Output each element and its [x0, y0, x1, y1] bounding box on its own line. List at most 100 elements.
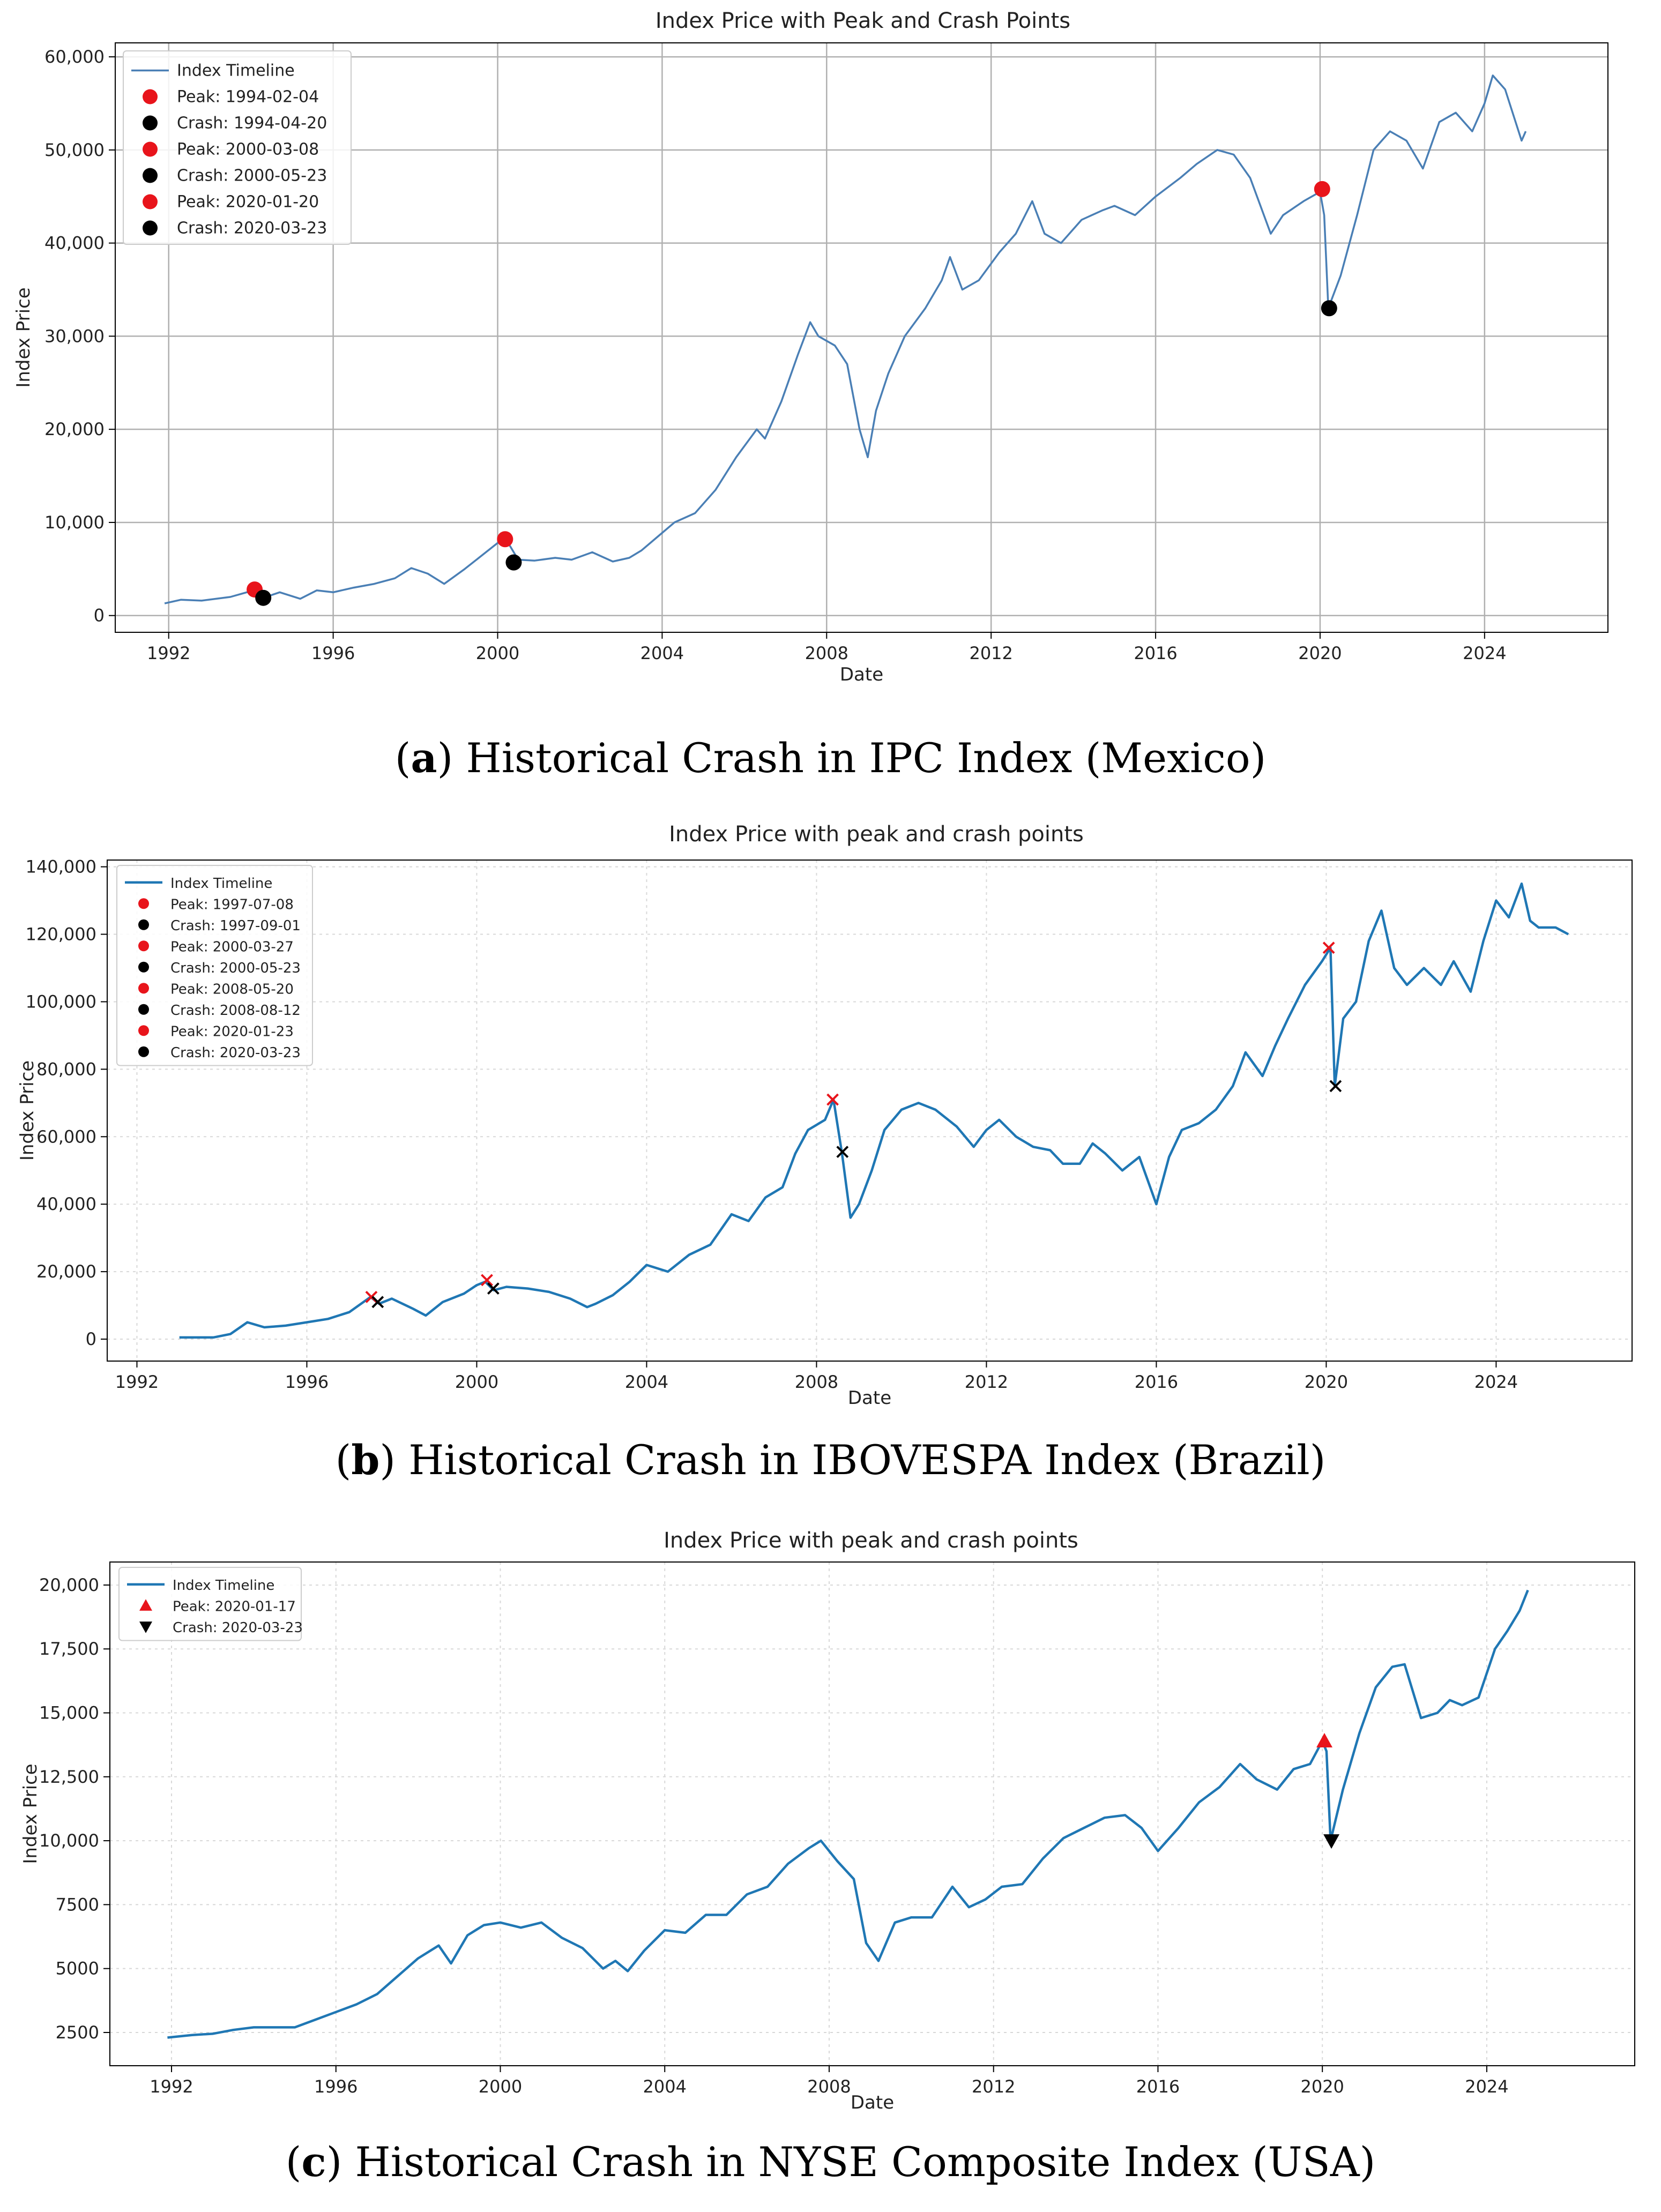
crash-marker [255, 589, 272, 606]
legend-label: Crash: 1994-04-20 [177, 114, 327, 133]
y-tick-label: 0 [86, 1329, 96, 1349]
legend-crash-swatch [139, 1621, 152, 1633]
legend-label: Crash: 1997-09-01 [170, 918, 301, 934]
legend-peak-swatch [143, 194, 158, 210]
y-tick-label: 30,000 [44, 326, 105, 346]
peak-marker [1314, 181, 1330, 197]
x-tick-label: 1992 [115, 1372, 159, 1392]
caption-c: (c) Historical Crash in NYSE Composite I… [285, 2138, 1376, 2186]
caption-a: (a) Historical Crash in IPC Index (Mexic… [394, 734, 1267, 782]
x-tick-label: 1996 [311, 643, 355, 663]
peak-marker [481, 1274, 493, 1287]
series-line-index-timeline [167, 1589, 1529, 2039]
peak-marker [1316, 1733, 1333, 1748]
legend-label: Crash: 2008-08-12 [170, 1003, 301, 1019]
y-tick-label: 0 [94, 606, 105, 626]
legend-peak-swatch [139, 1599, 152, 1611]
plot-frame [107, 860, 1633, 1362]
x-tick-label: 2024 [1463, 643, 1506, 663]
caption-b: (b) Historical Crash in IBOVESPA Index (… [335, 1436, 1326, 1484]
y-tick-label: 20,000 [39, 1575, 99, 1595]
y-axis-label: Index Price [17, 1060, 38, 1161]
x-tick-label: 2012 [969, 643, 1012, 663]
peak-marker [826, 1093, 839, 1106]
y-tick-label: 5000 [56, 1959, 99, 1979]
x-tick-label: 2016 [1136, 2076, 1180, 2097]
legend-peak-swatch [143, 89, 158, 104]
x-tick-label: 2020 [1305, 1372, 1348, 1392]
y-tick-label: 10,000 [44, 512, 105, 533]
y-tick-label: 20,000 [44, 419, 105, 439]
legend-label: Peak: 2020-01-17 [173, 1598, 296, 1615]
legend-label: Crash: 2020-03-23 [170, 1045, 301, 1061]
legend-crash-swatch [143, 220, 158, 236]
x-tick-label: 2008 [795, 1372, 838, 1392]
legend-box [116, 865, 313, 1066]
legend-label: Peak: 1994-02-04 [177, 88, 319, 107]
caption-letter: b [351, 1436, 380, 1484]
crash-marker [487, 1282, 500, 1295]
legend-crash-swatch [143, 168, 158, 183]
legend-peak-swatch [143, 141, 158, 157]
y-tick-label: 15,000 [39, 1703, 99, 1723]
caption-letter: a [411, 734, 437, 782]
legend-label: Crash: 2000-05-23 [170, 960, 301, 976]
y-tick-label: 50,000 [44, 140, 105, 160]
x-axis-label: Date [851, 2092, 894, 2113]
legend-label: Peak: 2020-01-20 [177, 193, 319, 212]
y-axis-label: Index Price [13, 287, 34, 387]
legend-label: Peak: 2008-05-20 [170, 981, 294, 997]
plot-frame [115, 42, 1608, 633]
legend-box [118, 1567, 302, 1641]
caption-text: Historical Crash in NYSE Composite Index… [342, 2138, 1376, 2186]
y-tick-label: 60,000 [44, 47, 105, 67]
x-tick-label: 2020 [1298, 643, 1342, 663]
legend-label: Peak: 2000-03-27 [170, 939, 294, 955]
legend-peak-swatch [138, 1025, 149, 1036]
x-tick-label: 2020 [1300, 2076, 1344, 2097]
legend-label: Crash: 2020-03-23 [177, 219, 327, 238]
x-tick-label: 2004 [625, 1372, 668, 1392]
legend-label: Crash: 2020-03-23 [173, 1620, 303, 1636]
crash-marker [1329, 1080, 1342, 1093]
x-tick-label: 2008 [807, 2076, 851, 2097]
y-tick-label: 120,000 [26, 924, 96, 945]
x-tick-label: 2012 [965, 1372, 1008, 1392]
x-tick-label: 2012 [972, 2076, 1015, 2097]
caption-text: Historical Crash in IPC Index (Mexico) [453, 734, 1267, 782]
x-axis-label: Date [848, 1387, 891, 1409]
chart-title: Index Price with Peak and Crash Points [656, 9, 1070, 33]
legend-peak-swatch [138, 898, 149, 909]
x-tick-label: 2024 [1465, 2076, 1508, 2097]
legend-crash-swatch [138, 1046, 149, 1057]
y-tick-label: 20,000 [36, 1261, 96, 1282]
legend-label: Peak: 1997-07-08 [170, 896, 294, 913]
y-tick-label: 60,000 [36, 1126, 96, 1147]
y-tick-label: 140,000 [26, 857, 96, 877]
y-tick-label: 80,000 [36, 1059, 96, 1079]
x-tick-label: 1996 [314, 2076, 357, 2097]
legend-crash-swatch [138, 1004, 149, 1015]
chart-title: Index Price with peak and crash points [664, 1528, 1078, 1553]
x-tick-label: 2000 [479, 2076, 522, 2097]
x-tick-label: 2000 [476, 643, 519, 663]
chart-ibovespa-brazil: Index Price with peak and crash points 1… [17, 822, 1633, 1409]
peak-marker [497, 531, 513, 548]
legend-label: Peak: 2020-01-23 [170, 1023, 294, 1040]
caption-letter: c [301, 2138, 326, 2186]
legend-peak-swatch [138, 983, 149, 994]
legend-box [123, 50, 352, 245]
crash-marker [505, 554, 522, 571]
x-tick-label: 2016 [1134, 643, 1177, 663]
y-tick-label: 10,000 [39, 1830, 99, 1851]
legend-crash-swatch [138, 961, 149, 973]
x-tick-label: 2024 [1474, 1372, 1518, 1392]
legend-label: Index Timeline [170, 876, 272, 892]
legend-crash-swatch [138, 919, 149, 930]
x-tick-label: 2004 [643, 2076, 687, 2097]
x-axis-label: Date [840, 664, 883, 685]
crash-marker [1321, 300, 1337, 317]
crash-marker [1323, 1834, 1340, 1849]
x-tick-label: 2000 [455, 1372, 498, 1392]
chart-title: Index Price with peak and crash points [669, 822, 1084, 847]
